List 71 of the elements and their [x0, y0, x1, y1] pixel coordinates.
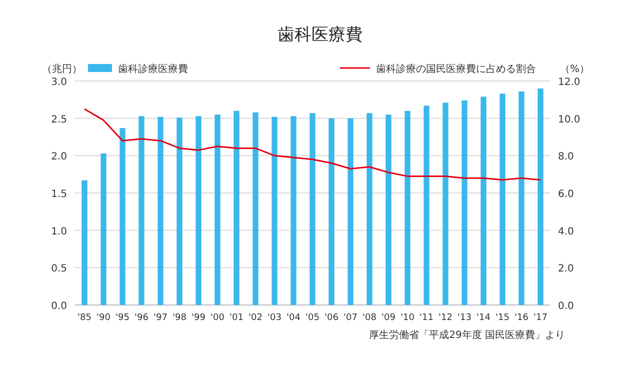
- bar: [290, 116, 296, 305]
- line-series: [84, 108, 542, 181]
- chart-title: 歯科医療費: [278, 25, 362, 45]
- x-tick-label: '97: [154, 313, 168, 323]
- bar: [310, 113, 316, 305]
- x-tick-label: '06: [324, 313, 339, 323]
- bar: [538, 88, 544, 305]
- x-tick-label: '11: [420, 313, 434, 323]
- x-tick-label: '07: [344, 313, 358, 323]
- y2-tick-label: 6.0: [558, 189, 574, 200]
- bar: [82, 180, 88, 305]
- bar: [500, 94, 506, 305]
- y-tick-label: 3.0: [51, 77, 67, 88]
- x-tick-label: '90: [96, 313, 111, 323]
- bar: [366, 113, 372, 305]
- x-tick-label: '02: [248, 313, 262, 323]
- x-tick-label: '14: [476, 313, 491, 323]
- y-tick-label: 1.5: [51, 189, 67, 200]
- x-tick-label: '00: [210, 313, 225, 323]
- y2-tick-label: 0.0: [558, 301, 574, 312]
- bar: [424, 106, 430, 305]
- y-tick-label: 1.0: [51, 226, 67, 238]
- bar: [518, 91, 524, 305]
- y-axis-title: （兆円）: [42, 63, 82, 75]
- bar: [442, 102, 448, 305]
- bar: [138, 116, 144, 305]
- y2-tick-label: 10.0: [558, 114, 580, 126]
- bar: [100, 153, 106, 305]
- x-tick-label: '85: [78, 313, 92, 323]
- x-tick-label: '95: [116, 313, 130, 323]
- y-tick-label: 0.5: [51, 264, 67, 275]
- x-tick-label: '17: [534, 313, 548, 323]
- x-tick-label: '15: [496, 313, 510, 323]
- bar: [386, 114, 392, 305]
- bar: [196, 116, 202, 305]
- bar: [234, 110, 240, 305]
- x-tick-label: '04: [286, 313, 301, 323]
- legend-label: 歯科診療医療費: [118, 63, 188, 75]
- x-tick-label: '09: [382, 313, 396, 323]
- bar: [252, 112, 258, 305]
- y-tick-label: 2.5: [51, 114, 67, 126]
- bar: [404, 110, 410, 305]
- x-tick-label: '96: [134, 313, 149, 323]
- bar: [158, 116, 164, 305]
- bar: [348, 118, 354, 305]
- y-tick-label: 2.0: [51, 152, 67, 163]
- bar: [214, 114, 220, 305]
- x-tick-label: '03: [268, 313, 282, 323]
- y-tick-label: 0.0: [51, 301, 67, 312]
- bar: [462, 100, 468, 305]
- bar: [480, 96, 486, 305]
- bar: [120, 128, 126, 305]
- x-tick-label: '05: [306, 313, 320, 323]
- y2-tick-label: 8.0: [558, 152, 574, 163]
- x-tick-label: '08: [362, 313, 377, 323]
- x-tick-label: '98: [172, 313, 187, 323]
- y2-axis-title: （%）: [560, 64, 590, 75]
- x-tick-label: '16: [514, 313, 529, 323]
- y2-tick-label: 2.0: [558, 264, 574, 275]
- x-tick-label: '01: [230, 313, 244, 323]
- x-tick-label: '13: [458, 313, 472, 323]
- legend-label: 歯科診療の国民医療費に占める割合: [376, 63, 536, 75]
- bar: [272, 116, 278, 305]
- x-tick-label: '10: [400, 313, 415, 323]
- y2-tick-label: 4.0: [558, 226, 574, 238]
- y2-tick-label: 12.0: [558, 77, 580, 88]
- x-tick-label: '99: [192, 313, 206, 323]
- x-tick-label: '12: [438, 313, 452, 323]
- bar: [328, 118, 334, 305]
- text: 厚生労働省「平成29年度 国民医療費」より: [369, 329, 565, 341]
- bar: [176, 118, 182, 305]
